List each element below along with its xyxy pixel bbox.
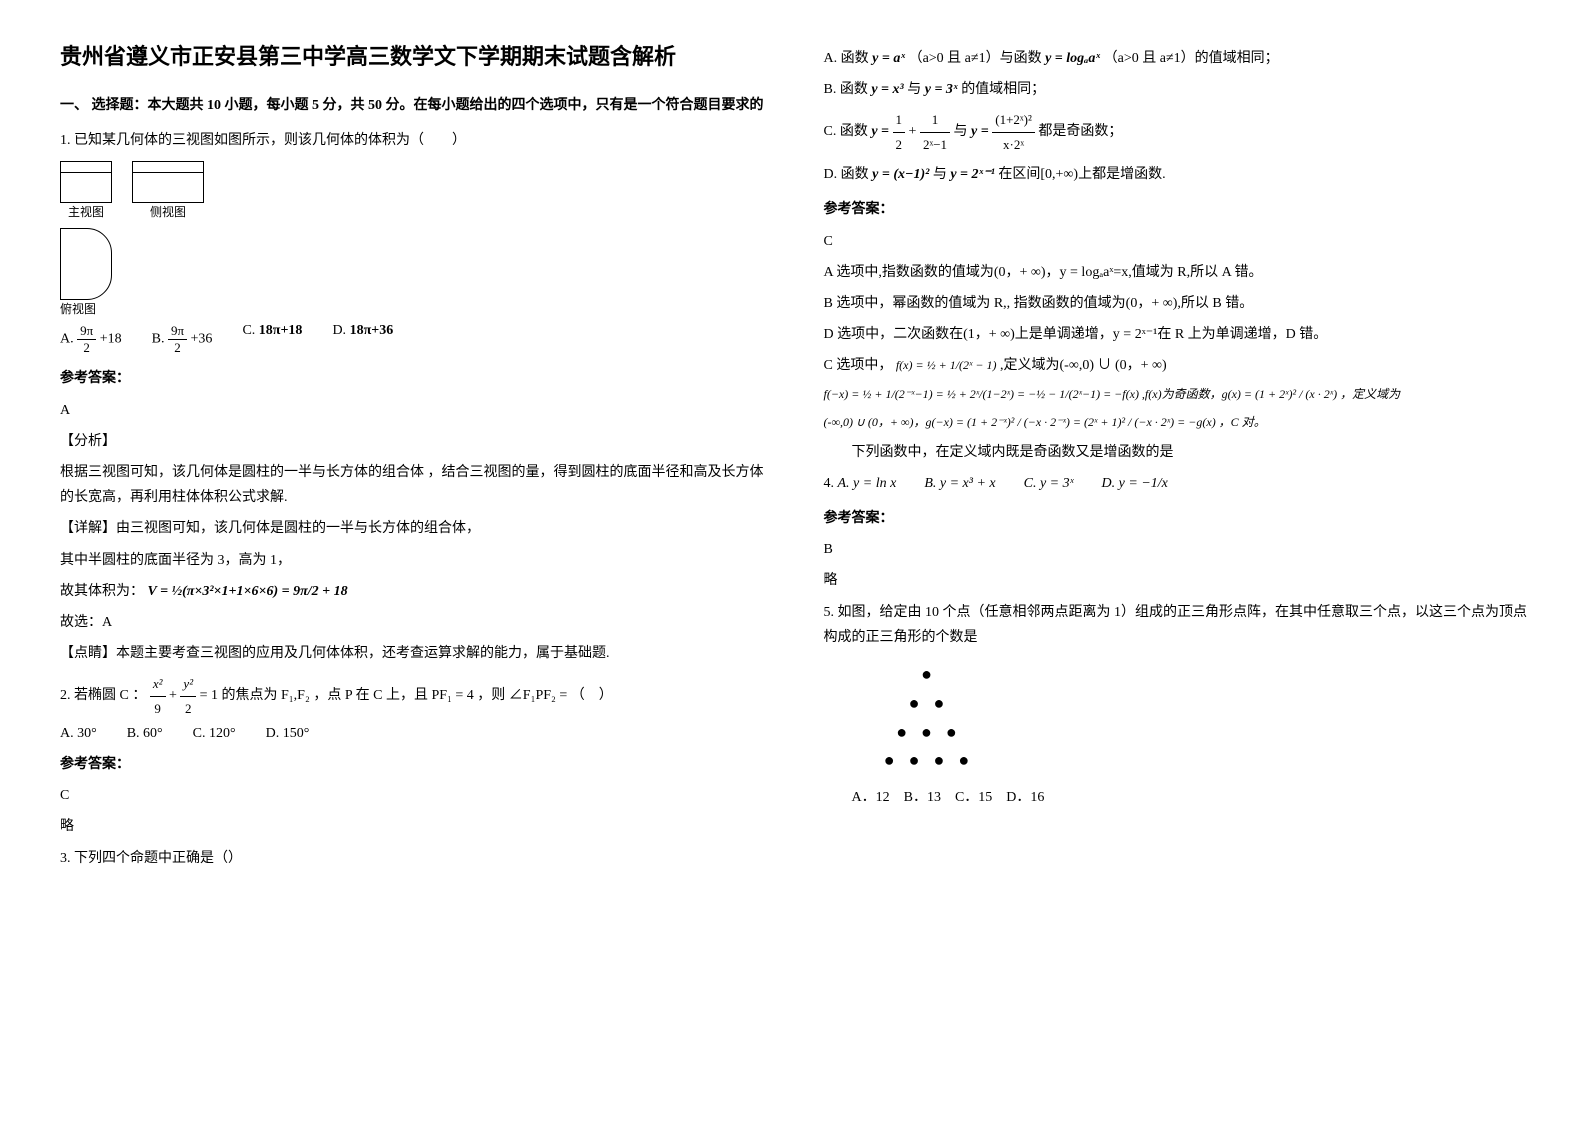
q3-stem: 3. 下列四个命题中正确是（） <box>60 846 764 871</box>
q4-answer-head: 参考答案： <box>824 506 1528 531</box>
q1-detail-1: 其中半圆柱的底面半径为 3，高为 1， <box>60 548 764 573</box>
q5-choices: A．12 B．13 C．15 D．16 <box>824 785 1528 810</box>
q1-comment: 【点睛】本题主要考查三视图的应用及几何体体积，还考查运算求解的能力，属于基础题. <box>60 641 764 666</box>
q1-choice-b: B. 9π2 +36 <box>152 323 213 356</box>
q1-choice-c: C. 18π+18 <box>242 323 302 356</box>
q3-exp-c2: f(−x) = ½ + 1/(2⁻ˣ−1) = ½ + 2ˣ/(1−2ˣ) = … <box>824 384 1528 406</box>
right-column: A. 函数 y = aˣ （a>0 且 a≠1）与函数 y = logₐaˣ （… <box>824 40 1528 877</box>
q3-answer: C <box>824 229 1528 254</box>
q1-views: 主视图 侧视图 <box>60 161 764 220</box>
left-column: 贵州省遵义市正安县第三中学高三数学文下学期期末试题含解析 一、 选择题：本大题共… <box>60 40 764 877</box>
q4-answer: B <box>824 537 1528 562</box>
q3-answer-head: 参考答案： <box>824 197 1528 222</box>
side-view-box: 侧视图 <box>132 161 204 220</box>
top-view <box>60 228 112 300</box>
q1-answer: A <box>60 398 764 423</box>
q2-choice-a: A. 30° <box>60 726 97 742</box>
top-view-box: 俯视图 <box>60 228 764 317</box>
top-view-label: 俯视图 <box>60 300 96 317</box>
q2-choices: A. 30° B. 60° C. 120° D. 150° <box>60 726 764 742</box>
q3-opt-d: D. 函数 y = (x−1)² 与 y = 2ˣ⁻¹ 在区间[0,+∞)上都是… <box>824 162 1528 187</box>
q2-choice-b: B. 60° <box>127 726 163 742</box>
q2-skip: 略 <box>60 814 764 839</box>
q3-opt-c: C. 函数 y = 12 + 12ˣ−1 与 y = (1+2ˣ)²x·2ˣ 都… <box>824 108 1528 156</box>
q4-line: 4. A. y = ln x B. y = x³ + x C. y = 3ˣ D… <box>824 471 1528 496</box>
section-1-head: 一、 选择题：本大题共 10 小题，每小题 5 分，共 50 分。在每小题给出的… <box>60 93 764 118</box>
side-view <box>132 161 204 203</box>
q1-analysis-1: 根据三视图可知，该几何体是圆柱的一半与长方体的组合体 ，结合三视图的量，得到圆柱… <box>60 460 764 510</box>
q1-detail-2: 故其体积为： V = ½(π×3²×1+1×6×6) = 9π/2 + 18 <box>60 579 764 604</box>
q2-answer-head: 参考答案： <box>60 752 764 777</box>
side-view-label: 侧视图 <box>150 203 186 220</box>
q3-exp-c1: C 选项中， f(x) = ½ + 1/(2ˣ − 1) ,定义域为(-∞,0)… <box>824 353 1528 378</box>
doc-title: 贵州省遵义市正安县第三中学高三数学文下学期期末试题含解析 <box>60 40 764 73</box>
front-view-label: 主视图 <box>68 203 104 220</box>
q4-stem: 下列函数中，在定义域内既是奇函数又是增函数的是 <box>824 440 1528 465</box>
q1-stem: 1. 已知某几何体的三视图如图所示，则该几何体的体积为（ ） <box>60 128 764 153</box>
q1-analysis-head: 【分析】 <box>60 429 764 454</box>
q3-opt-a: A. 函数 y = aˣ （a>0 且 a≠1）与函数 y = logₐaˣ （… <box>824 46 1528 71</box>
q3-exp-d: D 选项中，二次函数在(1，+ ∞)上是单调递增，y = 2ˣ⁻¹在 R 上为单… <box>824 322 1528 347</box>
q1-answer-head: 参考答案： <box>60 366 764 391</box>
q2-choice-c: C. 120° <box>193 726 236 742</box>
q5-stem: 5. 如图，给定由 10 个点（任意相邻两点距离为 1）组成的正三角形点阵，在其… <box>824 600 1528 650</box>
q3-exp-b: B 选项中，幂函数的值域为 R,, 指数函数的值域为(0，+ ∞),所以 B 错… <box>824 291 1528 316</box>
q4-skip: 略 <box>824 568 1528 593</box>
q3-exp-c3: (-∞,0) ∪ (0，+ ∞)，g(−x) = (1 + 2⁻ˣ)² / (−… <box>824 412 1528 434</box>
q3-opt-b: B. 函数 y = x³ 与 y = 3ˣ 的值域相同； <box>824 77 1528 102</box>
q2-answer: C <box>60 783 764 808</box>
q1-choice-d: D. 18π+36 <box>332 323 393 356</box>
q3-exp-a: A 选项中,指数函数的值域为(0，+ ∞)，y = logₐaˣ=x,值域为 R… <box>824 260 1528 285</box>
q2-stem: 2. 若椭圆 C ： x²9 + y²2 = 1 的焦点为 F₁,F₂ ，点 P… <box>60 672 764 720</box>
q1-detail-head: 【详解】由三视图可知，该几何体是圆柱的一半与长方体的组合体， <box>60 516 764 541</box>
q1-choices: A. 9π2 +18 B. 9π2 +36 C. 18π+18 D. 18π+3… <box>60 323 764 356</box>
triangle-dot-diagram: ● ●● ●●● ●●●● <box>864 660 1528 775</box>
q1-choice-a: A. 9π2 +18 <box>60 323 122 356</box>
front-view-box: 主视图 <box>60 161 112 220</box>
q1-detail-3: 故选：A <box>60 610 764 635</box>
front-view <box>60 161 112 203</box>
q2-choice-d: D. 150° <box>266 726 310 742</box>
